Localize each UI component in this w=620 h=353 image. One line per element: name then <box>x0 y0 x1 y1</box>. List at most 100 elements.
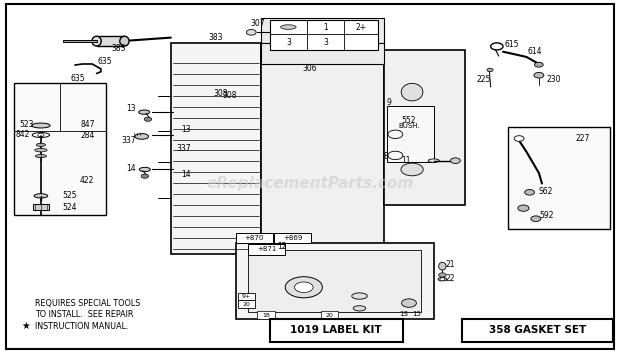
Circle shape <box>534 72 544 78</box>
Text: BUSH.: BUSH. <box>398 122 420 128</box>
Circle shape <box>246 30 256 35</box>
Text: 308: 308 <box>213 89 228 98</box>
Bar <box>248 250 422 312</box>
Text: 14: 14 <box>182 170 191 179</box>
Circle shape <box>534 62 543 67</box>
Bar <box>388 106 434 162</box>
Text: 552: 552 <box>402 116 416 125</box>
Circle shape <box>439 273 446 277</box>
Ellipse shape <box>439 262 446 270</box>
Bar <box>236 243 434 319</box>
Text: 847: 847 <box>80 120 94 129</box>
Bar <box>236 233 273 243</box>
Text: 20: 20 <box>326 312 334 318</box>
Text: 842: 842 <box>15 130 30 139</box>
Text: 337: 337 <box>177 144 191 153</box>
Text: 524: 524 <box>63 203 77 211</box>
Text: 337: 337 <box>121 136 136 145</box>
Ellipse shape <box>281 25 296 29</box>
Ellipse shape <box>32 132 50 137</box>
Text: 523: 523 <box>19 120 34 129</box>
Circle shape <box>487 68 493 72</box>
Bar <box>248 244 285 255</box>
Text: 13: 13 <box>126 104 136 113</box>
Bar <box>508 127 610 229</box>
Text: 9: 9 <box>386 98 391 107</box>
Bar <box>270 20 378 50</box>
Circle shape <box>531 216 541 221</box>
Text: 3: 3 <box>286 38 291 47</box>
Text: 525: 525 <box>63 191 77 201</box>
Ellipse shape <box>135 133 149 139</box>
Text: 614: 614 <box>528 47 542 56</box>
Bar <box>171 43 260 254</box>
Bar <box>260 18 384 43</box>
Text: 306: 306 <box>303 64 317 73</box>
Text: 14: 14 <box>126 164 136 173</box>
Bar <box>33 204 49 210</box>
Circle shape <box>401 163 423 176</box>
Text: 635: 635 <box>97 57 112 66</box>
Ellipse shape <box>34 194 48 198</box>
Ellipse shape <box>352 293 367 299</box>
Text: 3: 3 <box>323 38 328 47</box>
Text: 13: 13 <box>182 125 191 133</box>
Text: 307: 307 <box>250 19 265 28</box>
Text: 1S: 1S <box>400 311 409 317</box>
Text: 225: 225 <box>476 75 490 84</box>
Bar <box>461 319 613 342</box>
Text: ★: ★ <box>21 321 30 331</box>
Bar <box>321 311 339 319</box>
Circle shape <box>440 278 445 281</box>
Text: 635: 635 <box>71 73 86 83</box>
Text: 2+: 2+ <box>355 23 366 31</box>
Text: 422: 422 <box>80 175 94 185</box>
Ellipse shape <box>401 83 423 101</box>
Circle shape <box>514 136 524 141</box>
Text: 22: 22 <box>445 274 454 283</box>
Bar <box>274 233 311 243</box>
Text: 20: 20 <box>242 301 250 307</box>
Circle shape <box>38 133 44 137</box>
Text: 284: 284 <box>80 131 94 139</box>
Circle shape <box>294 282 313 293</box>
Text: 308: 308 <box>223 91 237 100</box>
Text: eReplacementParts.com: eReplacementParts.com <box>206 176 414 191</box>
Text: 1: 1 <box>323 23 328 31</box>
Text: 383: 383 <box>111 44 125 53</box>
Text: 615: 615 <box>505 40 520 49</box>
Ellipse shape <box>120 36 129 46</box>
Text: 1019 LABEL KIT: 1019 LABEL KIT <box>291 325 382 335</box>
Ellipse shape <box>32 123 50 128</box>
Ellipse shape <box>139 110 150 114</box>
Text: +871: +871 <box>257 246 277 252</box>
Bar <box>270 319 403 342</box>
Ellipse shape <box>438 277 447 281</box>
Bar <box>97 36 125 46</box>
Circle shape <box>285 277 322 298</box>
Bar <box>260 43 384 64</box>
Ellipse shape <box>92 36 101 46</box>
Text: 227: 227 <box>575 134 590 143</box>
Text: REQUIRES SPECIAL TOOLS
TO INSTALL.  SEE REPAIR
INSTRUCTION MANUAL.: REQUIRES SPECIAL TOOLS TO INSTALL. SEE R… <box>35 299 141 331</box>
Bar <box>384 50 464 205</box>
Text: 383: 383 <box>209 33 223 42</box>
Circle shape <box>525 190 534 195</box>
Text: 9+: 9+ <box>242 294 251 299</box>
Ellipse shape <box>35 148 47 152</box>
Bar <box>260 43 384 254</box>
Circle shape <box>144 117 152 121</box>
Bar <box>63 40 97 42</box>
Ellipse shape <box>404 127 421 141</box>
Ellipse shape <box>428 159 440 162</box>
Circle shape <box>450 158 460 163</box>
Ellipse shape <box>140 167 151 172</box>
Bar <box>237 293 255 300</box>
Circle shape <box>518 205 529 211</box>
Text: 592: 592 <box>539 211 554 220</box>
Ellipse shape <box>35 155 46 158</box>
Text: +869: +869 <box>283 235 303 241</box>
Text: 15: 15 <box>412 311 422 317</box>
Text: 358 GASKET SET: 358 GASKET SET <box>489 325 586 335</box>
Text: 12: 12 <box>277 242 287 251</box>
